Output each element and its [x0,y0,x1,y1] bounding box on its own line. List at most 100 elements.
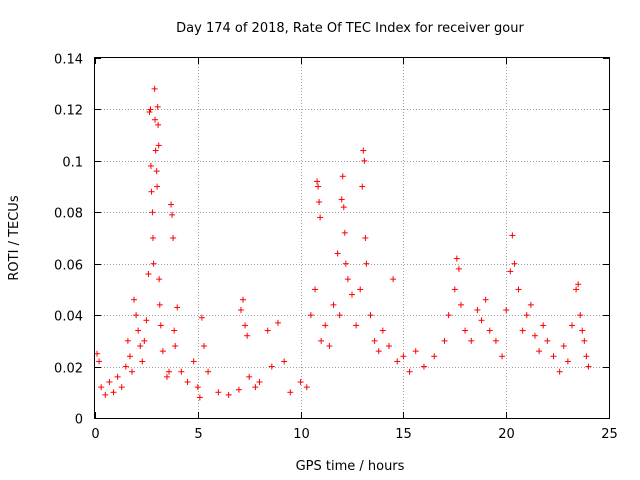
data-point [148,188,155,195]
data-point [307,312,314,319]
y-tick-label: 0.12 [54,104,83,119]
data-point [375,348,382,355]
data-point [124,337,131,344]
data-point [163,373,170,380]
data-point [349,291,355,298]
axis-ticks: 0 5 10 15 20 25 0 0.02 0.04 0.06 0.08 0.1 0.12 0.14 [54,53,618,443]
x-tick-label: 10 [293,427,310,442]
y-tick-label: 0.06 [54,259,83,274]
data-point [172,343,179,349]
data-point [137,343,144,349]
data-point [171,327,178,334]
data-point [256,379,263,385]
data-point [357,286,364,293]
data-point [196,394,203,401]
data-point [412,348,419,355]
data-point [556,368,563,375]
data-points [94,85,592,401]
data-point [205,368,212,375]
data-point [492,337,499,344]
data-point [106,379,113,385]
data-point [462,327,469,334]
data-point [151,85,158,92]
data-point [511,260,518,267]
data-point [297,379,304,385]
data-point [155,121,162,128]
data-point [274,319,281,326]
data-point [451,286,458,293]
data-point [145,271,152,277]
data-point [360,147,367,154]
data-point [564,358,571,365]
data-point [550,353,557,360]
data-point [318,337,325,344]
data-point [153,168,160,175]
data-point [155,142,162,149]
data-point [338,196,345,203]
data-point [129,368,136,375]
data-point [225,391,232,398]
data-point [573,286,580,293]
data-point [544,337,551,344]
data-point [133,312,140,319]
x-tick-label: 5 [194,427,202,442]
data-point [131,296,138,303]
data-point [523,312,530,319]
data-point [168,201,175,208]
data-point [503,307,510,313]
data-point [540,322,547,329]
data-point [390,276,397,283]
data-point [156,301,163,308]
data-point [455,265,462,272]
y-tick-label: 0 [75,413,83,428]
data-point [579,327,586,334]
data-point [486,327,493,334]
data-point [342,260,349,267]
data-point [507,268,514,275]
data-point [169,211,176,218]
data-point [316,199,323,205]
data-point [575,281,582,288]
data-point [114,373,121,380]
x-tick-label: 25 [601,427,618,442]
data-point [386,343,393,349]
data-point [170,235,177,241]
data-point [149,209,156,216]
data-point [379,327,386,334]
data-point [371,337,378,344]
data-point [359,183,366,190]
data-point [96,358,103,365]
data-point [141,337,148,344]
y-axis-label: ROTI / TECUs [7,195,22,280]
data-point [322,322,329,329]
data-point [157,322,164,329]
data-point [198,314,205,321]
data-point [341,229,348,236]
data-point [235,386,242,393]
data-point [200,343,207,349]
data-point [560,343,567,349]
data-point [515,286,522,293]
data-point [527,301,534,308]
data-point [583,353,590,360]
y-tick-label: 0.02 [54,362,83,377]
data-point [519,327,526,334]
data-point [303,384,310,391]
data-point [110,389,117,396]
data-point [367,312,374,319]
data-point [400,353,407,360]
data-point [178,368,185,375]
data-point [146,109,153,115]
data-point [406,368,413,375]
data-point [531,332,538,339]
data-point [317,214,324,221]
data-point [237,307,244,313]
data-point [499,353,506,360]
x-tick-label: 0 [91,427,99,442]
data-point [174,304,181,311]
data-point [154,103,161,110]
data-point [581,337,588,344]
data-point [334,250,341,257]
data-point [150,260,157,267]
data-point [445,312,452,319]
